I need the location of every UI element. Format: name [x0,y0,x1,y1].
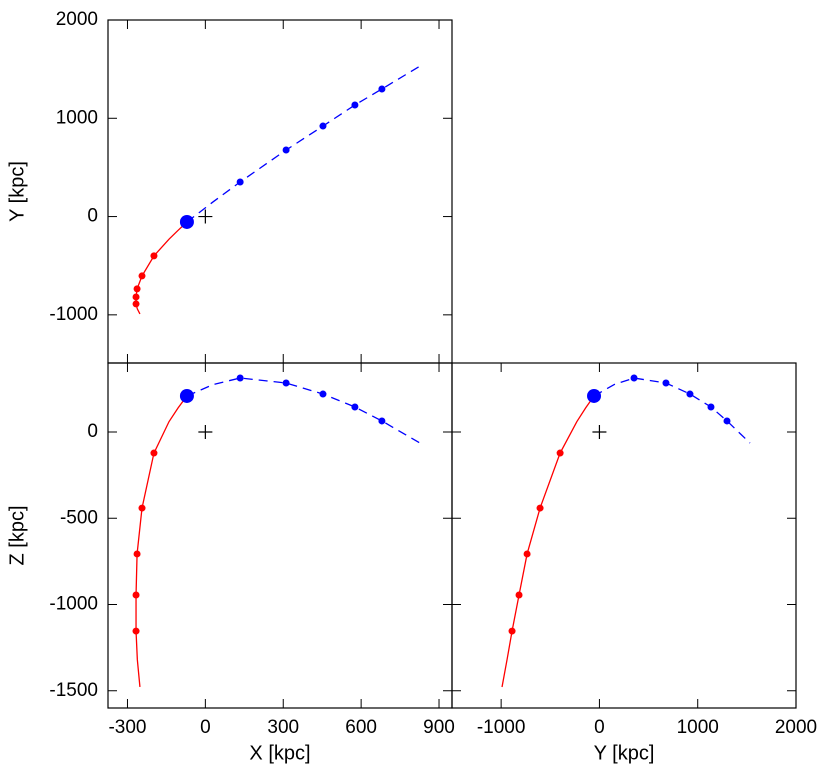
orbit-point [133,285,141,293]
orbit-point [556,449,564,457]
plot-area [132,374,421,688]
orbit-point [508,627,516,635]
orbit-point [523,550,531,558]
x-tick-label: -300 [108,717,146,738]
x-tick-label: 0 [594,717,605,738]
orbit-point [150,252,158,260]
orbit-point [351,403,359,411]
y-tick-label: -500 [60,507,98,528]
orbit-point [179,388,194,403]
orbit-point [132,627,140,635]
orbit-point [132,591,140,599]
y-tick-label: 1000 [56,107,98,128]
orbit-point [630,374,638,382]
orbit-point [132,293,140,301]
orbit-point [132,300,140,308]
y-axis-label: Y [kpc] [6,161,28,222]
origin-marker [198,425,213,439]
x-tick-label: 1000 [677,717,719,738]
origin-marker [592,425,607,439]
x-tick-label: 900 [423,717,455,738]
orbit-line [593,377,751,444]
orbit-line [501,395,595,688]
frame [107,362,453,709]
orbit-point [707,403,715,411]
orbit-line [186,65,421,223]
plot-area [132,65,421,315]
x-tick-label: 600 [345,717,377,738]
orbit-point [587,388,602,403]
x-tick-label: 2000 [775,717,817,738]
orbit-point [723,417,731,425]
orbit-line [135,395,188,688]
y-tick-label: 0 [87,206,98,227]
orbit-point [282,379,290,387]
origin-marker [198,209,213,224]
orbit-point [138,272,146,280]
orbit-point [236,178,244,186]
x-tick-label: -1000 [477,717,526,738]
orbit-line [135,221,188,315]
orbit-point [536,504,544,512]
x-tick-label: 300 [267,717,299,738]
plot-area [501,374,751,688]
y-tick-label: -1500 [49,680,98,701]
y-axis-label: Z [kpc] [6,505,28,565]
y-tick-label: -1000 [49,594,98,615]
orbit-point [378,85,386,93]
orbit-point [319,122,327,130]
orbit-point [133,550,141,558]
orbit-point [179,214,194,229]
y-tick-label: 2000 [56,9,98,30]
x-axis-label: X [kpc] [249,742,310,764]
x-axis-label: Y [kpc] [594,742,655,764]
orbit-point [686,390,694,398]
orbit-point [236,374,244,382]
y-tick-label: -1000 [49,304,98,325]
orbit-point [351,101,359,109]
orbit-point [150,449,158,457]
y-tick-label: 0 [87,421,98,442]
orbit-point [319,390,327,398]
frame [451,362,797,709]
frame [107,19,453,364]
orbit-point [378,417,386,425]
orbit-point [138,504,146,512]
orbit-line [186,377,421,444]
orbit-point [282,146,290,154]
x-tick-label: 0 [200,717,211,738]
orbit-point [662,379,670,387]
orbit-point [515,591,523,599]
